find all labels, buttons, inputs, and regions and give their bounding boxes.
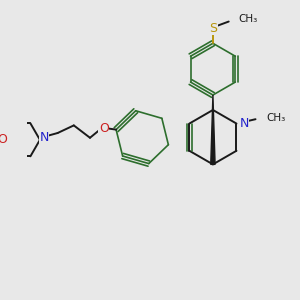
Text: S: S — [209, 22, 217, 35]
Text: O: O — [0, 133, 7, 146]
Text: CH₃: CH₃ — [266, 112, 286, 123]
Text: O: O — [99, 122, 109, 135]
Text: N: N — [239, 117, 249, 130]
Text: N: N — [39, 130, 49, 144]
Text: CH₃: CH₃ — [239, 14, 258, 24]
Polygon shape — [211, 95, 215, 164]
